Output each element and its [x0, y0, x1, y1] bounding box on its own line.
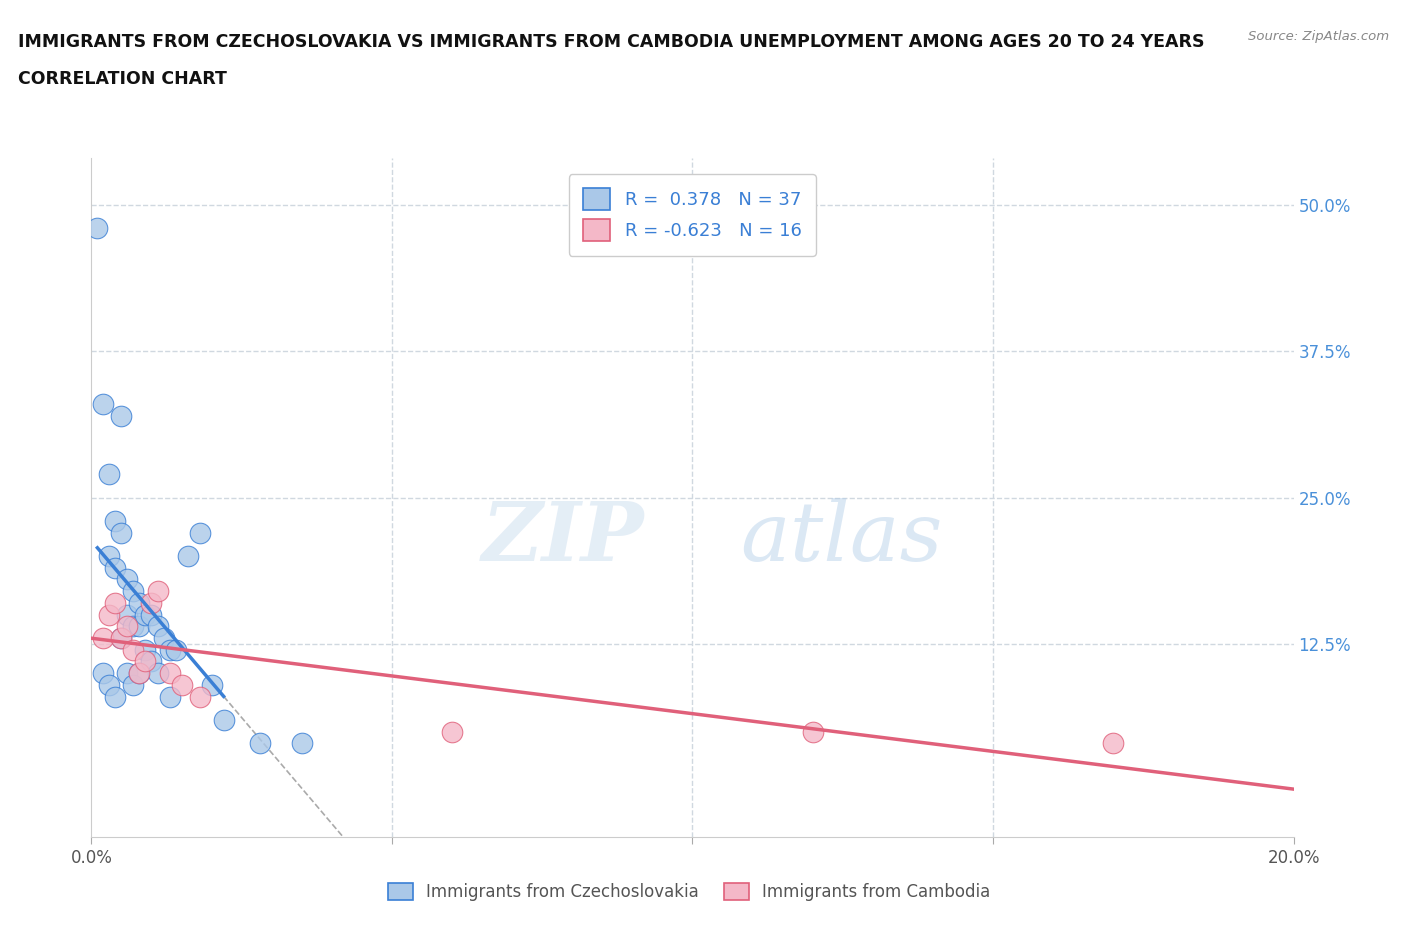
Point [117, 607, 139, 622]
Point [110, 525, 132, 540]
Point [188, 689, 211, 704]
Point [93, 396, 115, 411]
Point [104, 689, 127, 704]
Point [117, 572, 139, 587]
Text: IMMIGRANTS FROM CZECHOSLOVAKIA VS IMMIGRANTS FROM CAMBODIA UNEMPLOYMENT AMONG AG: IMMIGRANTS FROM CZECHOSLOVAKIA VS IMMIGR… [18, 33, 1205, 50]
Point [801, 724, 824, 739]
Point [141, 607, 163, 622]
Point [201, 677, 224, 692]
Point [93, 631, 115, 645]
Point [440, 724, 463, 739]
Point [122, 677, 145, 692]
Point [110, 631, 132, 645]
Point [122, 584, 145, 599]
Point [141, 654, 163, 669]
Point [98, 467, 121, 482]
Point [128, 666, 150, 681]
Point [104, 561, 127, 576]
Text: CORRELATION CHART: CORRELATION CHART [18, 70, 228, 87]
Point [134, 607, 156, 622]
Point [117, 666, 139, 681]
Point [159, 689, 181, 704]
Point [170, 677, 193, 692]
Point [249, 736, 271, 751]
Point [141, 595, 163, 610]
Point [134, 654, 156, 669]
Text: Source: ZipAtlas.com: Source: ZipAtlas.com [1249, 30, 1389, 43]
Point [146, 666, 169, 681]
Legend: Immigrants from Czechoslovakia, Immigrants from Cambodia: Immigrants from Czechoslovakia, Immigran… [381, 876, 997, 908]
Point [117, 618, 139, 633]
Point [128, 618, 150, 633]
Point [165, 643, 187, 658]
Point [1102, 736, 1125, 751]
Point [104, 595, 127, 610]
Point [122, 618, 145, 633]
Point [146, 584, 169, 599]
Point [128, 595, 150, 610]
Point [159, 643, 181, 658]
Point [110, 631, 132, 645]
Point [98, 677, 121, 692]
Point [159, 666, 181, 681]
Legend: R =  0.378   N = 37, R = -0.623   N = 16: R = 0.378 N = 37, R = -0.623 N = 16 [569, 174, 815, 256]
Point [134, 643, 156, 658]
Point [188, 525, 211, 540]
Point [98, 549, 121, 564]
Point [122, 643, 145, 658]
Point [128, 666, 150, 681]
Point [110, 408, 132, 423]
Point [212, 712, 235, 727]
Point [152, 631, 174, 645]
Point [291, 736, 314, 751]
Point [176, 549, 198, 564]
Text: ZIP: ZIP [482, 498, 644, 578]
Point [98, 607, 121, 622]
Text: atlas: atlas [741, 498, 943, 578]
Point [93, 666, 115, 681]
Point [146, 618, 169, 633]
Point [86, 221, 108, 236]
Point [104, 513, 127, 528]
